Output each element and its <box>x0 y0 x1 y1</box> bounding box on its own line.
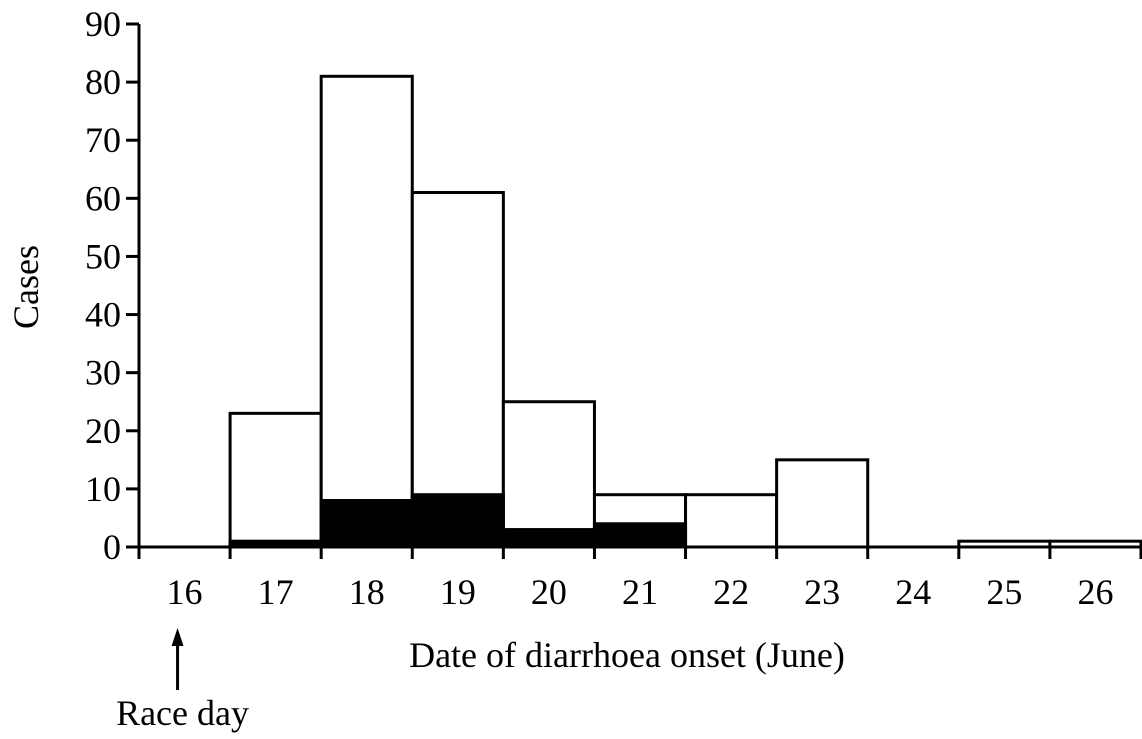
x-tick-label-18: 18 <box>349 572 385 612</box>
bar-total-18 <box>319 74 414 549</box>
x-tick-label-26: 26 <box>1077 572 1113 612</box>
axes-layer <box>126 22 1142 690</box>
bar-total-22 <box>684 493 779 549</box>
y-tick-label-30: 30 <box>85 353 121 393</box>
bar-subset-18 <box>319 499 414 549</box>
x-tick-label-21: 21 <box>622 572 658 612</box>
x-tick-label-25: 25 <box>986 572 1022 612</box>
x-tick-label-19: 19 <box>440 572 476 612</box>
x-tick-label-16: 16 <box>167 572 203 612</box>
x-tick-label-24: 24 <box>895 572 931 612</box>
y-tick-label-90: 90 <box>85 4 121 44</box>
bar-total-20 <box>501 400 596 549</box>
bar-total-19 <box>410 191 505 549</box>
x-tick-label-22: 22 <box>713 572 749 612</box>
y-tick-label-0: 0 <box>103 527 121 567</box>
labels-layer: 0 10 20 30 40 50 60 70 80 90 16 17 18 19 20 21 22 23 24 25 2… <box>6 4 1113 733</box>
bar-subset-20 <box>501 528 596 549</box>
x-axis-title: Date of diarrhoea onset (June) <box>409 635 845 675</box>
bar-subset-19 <box>410 493 505 549</box>
x-tick-label-23: 23 <box>804 572 840 612</box>
race-day-arrow-head <box>171 628 184 646</box>
y-tick-label-40: 40 <box>85 295 121 335</box>
x-tick-label-17: 17 <box>258 572 294 612</box>
bar-total-23 <box>775 458 870 549</box>
y-tick-label-10: 10 <box>85 469 121 509</box>
bar-subset-21 <box>592 522 688 549</box>
bar-total-17 <box>228 411 323 549</box>
race-day-label: Race day <box>116 693 249 733</box>
y-tick-label-80: 80 <box>85 62 121 102</box>
y-tick-label-50: 50 <box>85 236 121 276</box>
y-tick-label-60: 60 <box>85 178 121 218</box>
y-tick-label-70: 70 <box>85 120 121 160</box>
x-tick-label-20: 20 <box>531 572 567 612</box>
bars-layer <box>228 74 1142 549</box>
y-tick-label-20: 20 <box>85 411 121 451</box>
y-axis-title: Cases <box>6 245 46 329</box>
